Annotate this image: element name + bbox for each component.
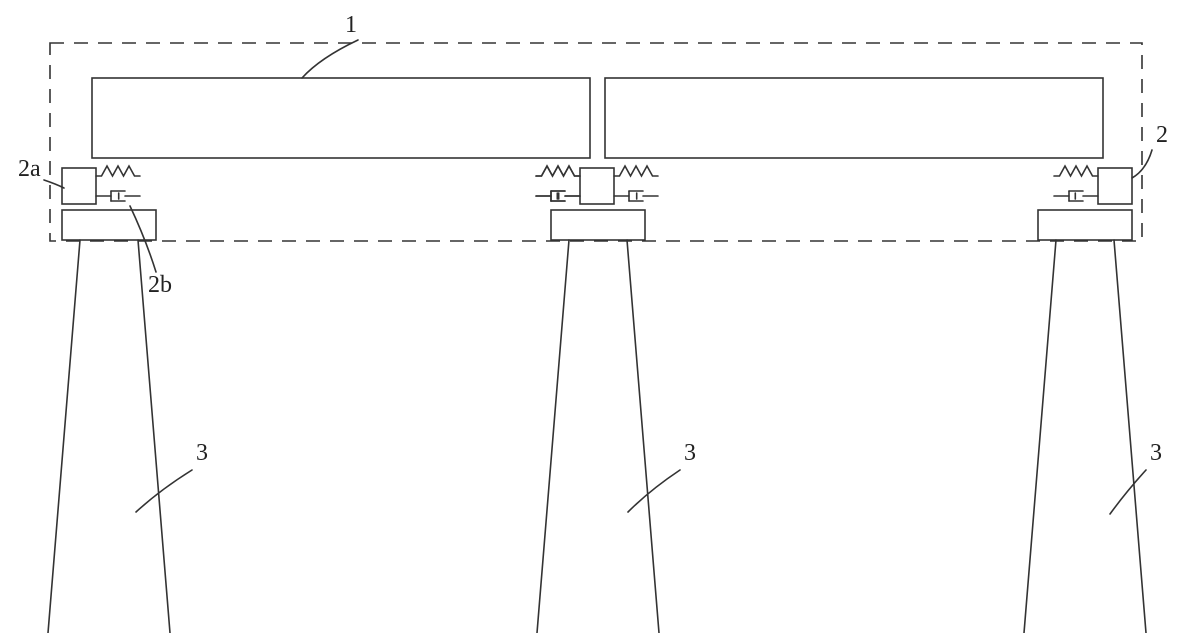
label-3_center: 3 <box>684 440 696 466</box>
pier-0 <box>48 240 170 633</box>
leader-line <box>136 470 192 512</box>
leader-line <box>628 470 680 512</box>
leader-line <box>130 206 156 272</box>
spring-icon <box>614 166 658 176</box>
label-1: 1 <box>345 12 357 38</box>
spring-icon <box>96 166 140 176</box>
label-2b: 2b <box>148 272 172 298</box>
pier-cap-2 <box>1038 210 1132 240</box>
leader-line <box>1110 470 1146 514</box>
pier-2 <box>1024 240 1146 633</box>
label-3_right: 3 <box>1150 440 1162 466</box>
leader-line <box>44 180 64 188</box>
label-2: 2 <box>1156 122 1168 148</box>
pier-1 <box>537 240 659 633</box>
deck-beam-1 <box>605 78 1103 158</box>
label-3_left: 3 <box>196 440 208 466</box>
spring-icon <box>1054 166 1098 176</box>
bearing-block-left <box>62 168 96 204</box>
pier-cap-0 <box>62 210 156 240</box>
dashed-envelope <box>50 43 1142 241</box>
leader-line <box>302 40 358 78</box>
bearing-block-center <box>580 168 614 204</box>
pier-cap-1 <box>551 210 645 240</box>
label-2a: 2a <box>18 156 41 182</box>
bearing-block-right <box>1098 168 1132 204</box>
spring-icon <box>536 166 580 176</box>
diagram-canvas: 1 2 2a 2b 3 3 3 <box>0 0 1182 633</box>
deck-beam-0 <box>92 78 590 158</box>
